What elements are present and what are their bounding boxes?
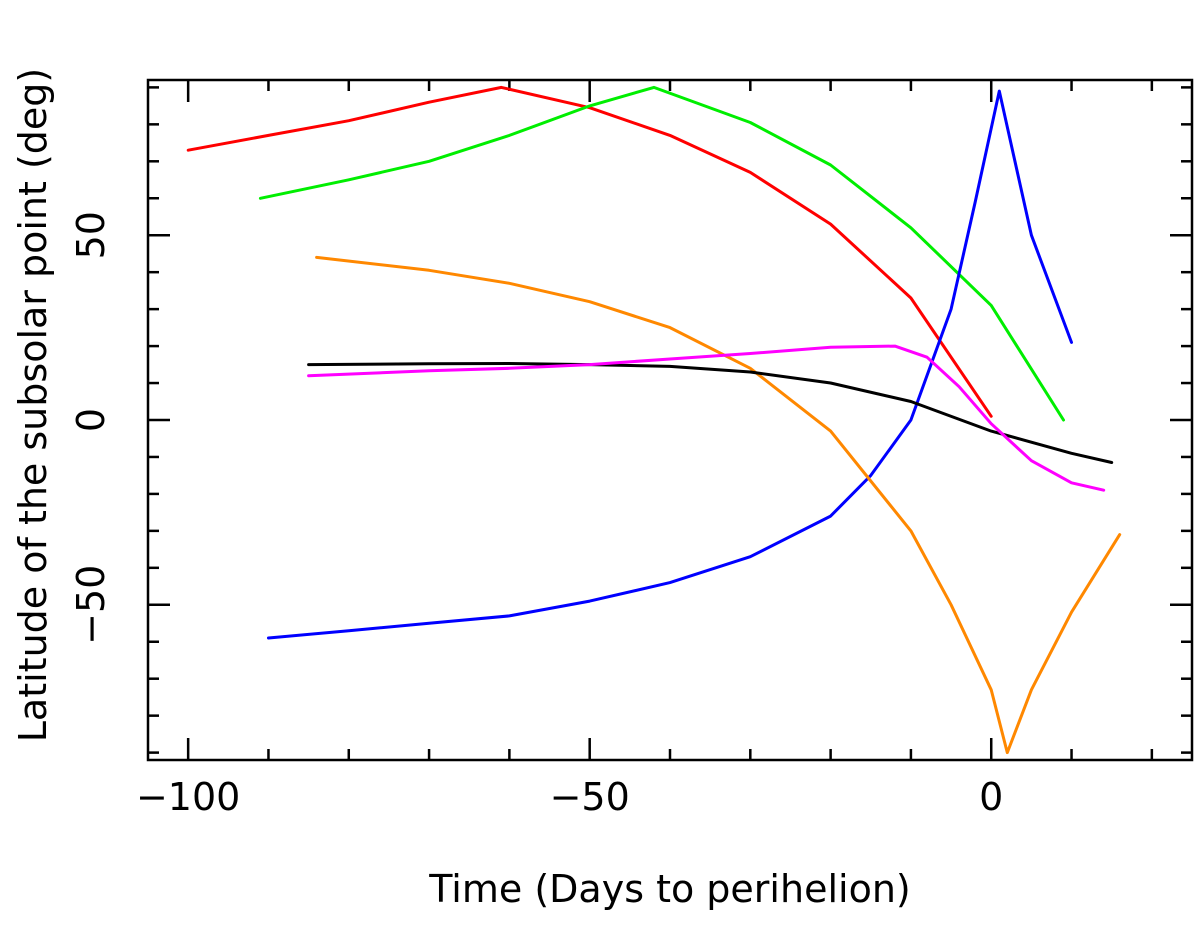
series-line-4	[315, 255, 1122, 755]
series-line-3	[267, 89, 1073, 640]
x-tick-label: −50	[550, 775, 630, 819]
series-line-1	[186, 85, 993, 418]
x-tick-label: 0	[979, 775, 1003, 819]
axis-ticks	[148, 80, 1192, 760]
y-axis-label: Latitude of the subsolar point (deg)	[11, 68, 55, 742]
y-tick-label: −50	[69, 565, 113, 645]
x-axis-label: Time (Days to perihelion)	[428, 867, 910, 911]
series-line-2	[258, 85, 1065, 422]
plot-frame	[146, 78, 1194, 762]
x-tick-label: −100	[136, 775, 240, 819]
series-line-5	[307, 362, 1114, 464]
y-tick-label: 50	[69, 211, 113, 259]
series-group	[186, 85, 1122, 755]
series-line-6	[307, 344, 1106, 492]
tick-labels: −100 −50 0 −50 0 50	[69, 211, 1003, 819]
y-tick-label: 0	[69, 408, 113, 432]
